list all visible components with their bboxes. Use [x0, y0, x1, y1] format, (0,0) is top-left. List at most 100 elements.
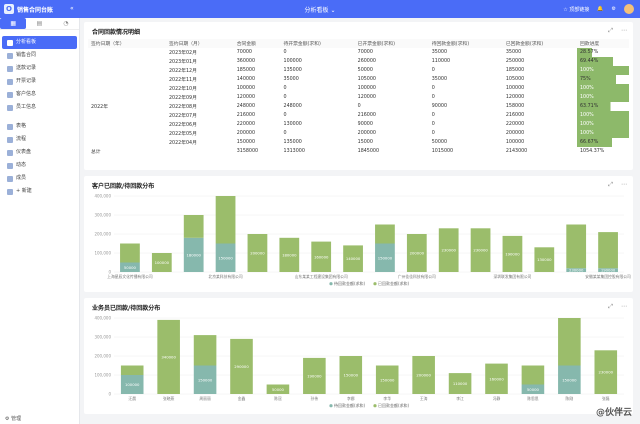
x-tick-label: 深圳联发集团有限公司 [493, 274, 531, 279]
more-icon[interactable]: ⋯ [621, 27, 627, 34]
year-cell [88, 48, 166, 57]
sidebar-item[interactable]: 成员 [2, 172, 77, 185]
x-tick-label: 陈冠 [274, 396, 282, 401]
bar-pending [183, 237, 204, 272]
table-header-cell[interactable]: 待开票金额(求和) [280, 39, 355, 48]
table-header-cell[interactable]: 待回款金额(求和) [428, 39, 503, 48]
table-header-cell[interactable]: 签约日期（年） [88, 39, 166, 48]
bar-data-label: 100000 [155, 260, 170, 265]
bar-received [502, 235, 523, 272]
expand-icon[interactable]: ⤢ [608, 303, 613, 310]
sidebar-manage[interactable]: ⚙ 管理 [5, 416, 22, 422]
more-icon[interactable]: ⋯ [621, 181, 627, 188]
month-cell: 2022年06月 [169, 123, 197, 128]
to-receive-cell: 0 [431, 86, 435, 91]
to-receive-cell: 0 [431, 68, 435, 73]
to-invoice-cell: 0 [283, 131, 287, 136]
legend-label-pending: 待回款金额(求和) [334, 280, 366, 286]
table-row: 2022年10月 100000 0 100000 0 100000 100% [88, 84, 629, 93]
contract-cell: 185000 [236, 68, 256, 73]
bar-received [438, 228, 459, 272]
to-receive-cell: 0 [431, 113, 435, 118]
contract-cell: 360000 [236, 59, 256, 64]
avatar[interactable] [624, 4, 634, 14]
y-tick-label: 300,000 [94, 335, 111, 340]
sidebar-item[interactable]: 开票记录 [2, 75, 77, 88]
x-tick-label: 广州佳佳科技有限公司 [398, 274, 436, 279]
table-row: 2023年01月 360000 100000 260000 110000 250000 69… [88, 57, 629, 66]
sidebar-item[interactable]: 分析看板 [2, 36, 77, 49]
sidebar-item[interactable]: 表格 [2, 120, 77, 133]
top-link-button[interactable]: ☆ 顶部链接 [563, 6, 590, 13]
sidebar-item[interactable]: + 新建 [2, 185, 77, 198]
sidebar-item[interactable]: 销售合同 [2, 49, 77, 62]
progress-cell: 100% [576, 129, 629, 138]
bar-data-label: 160000 [314, 254, 329, 259]
table-header-cell[interactable]: 已开票金额(求和) [354, 39, 429, 48]
settings-icon[interactable]: ⚙ [611, 6, 616, 12]
total-cell: 1054.37% [579, 149, 605, 154]
salesperson-chart: 0 100,000 200,000 300,000 400,000 100000 汪晨 340… [94, 316, 624, 408]
contract-cell: 70000 [236, 50, 252, 55]
sidebar-item-icon [7, 149, 13, 156]
month-cell: 2022年04月 [169, 141, 197, 146]
collapse-sidebar-icon[interactable]: « [70, 5, 74, 12]
table-card: 合同回款情况明细 ⤢ ⋯ 签约日期（年） 签约日期（月） 合同金额 待开票金额(求和) 已… [84, 22, 633, 170]
table-total-row: 总计 3158000 1313000 1845000 1015000 2143000 105… [88, 147, 629, 156]
app-title[interactable]: 销售合同台账 [17, 7, 54, 14]
sidebar-item-label: 流程 [16, 136, 27, 142]
bar-data-label: 340000 [161, 354, 176, 359]
bar-pending [375, 243, 395, 272]
bar-pending [558, 365, 581, 394]
x-tick-label: 孙伟 [311, 396, 319, 401]
contract-cell: 120000 [236, 95, 256, 100]
tab-history-icon[interactable]: ◔ [63, 20, 69, 27]
bar-received [470, 228, 491, 272]
legend-label-pending: 待回款金额(求和) [334, 402, 366, 408]
invoiced-cell: 15000 [357, 140, 373, 145]
tab-views-icon[interactable]: ▦ [0, 18, 27, 29]
bar-pending [120, 262, 140, 272]
x-tick-label: 陈思思 [527, 396, 539, 401]
to-invoice-cell: 0 [283, 50, 287, 55]
to-invoice-cell: 0 [283, 95, 287, 100]
bar-data-label: 190000 [505, 251, 520, 256]
to-receive-cell: 0 [431, 122, 435, 127]
table-row: 2022年05月 200000 0 200000 0 200000 100% [88, 129, 629, 138]
expand-icon[interactable]: ⤢ [608, 27, 613, 34]
bar-received [521, 365, 545, 385]
table-header-cell[interactable]: 已回款金额(求和) [502, 39, 577, 48]
sidebar-item[interactable]: 动态 [2, 159, 77, 172]
sidebar-item-icon [7, 175, 13, 182]
bar-data-label: 290000 [234, 364, 249, 369]
sidebar-item-label: 动态 [16, 162, 27, 168]
year-cell [88, 93, 166, 102]
bar-received [215, 196, 236, 244]
total-cell: 3158000 [236, 149, 259, 154]
table-header-cell[interactable]: 签约日期（月） [166, 39, 234, 48]
bar-pending [193, 365, 217, 394]
table-header-cell[interactable]: 合同金额 [233, 39, 281, 48]
y-tick-label: 0 [108, 392, 111, 397]
sidebar-item-label: 仪表盘 [16, 149, 32, 155]
sidebar-item[interactable]: 仪表盘 [2, 146, 77, 159]
tab-list-icon[interactable]: ▤ [36, 20, 43, 27]
y-tick-label: 400,000 [94, 316, 111, 321]
sidebar-item[interactable]: 客户信息 [2, 88, 77, 101]
month-cell: 2022年11月 [169, 78, 197, 83]
sidebar-item[interactable]: 流程 [2, 133, 77, 146]
progress-cell: 69.44% [576, 57, 629, 66]
page-title-dropdown-icon[interactable]: ⌄ [330, 7, 336, 14]
year-cell [88, 66, 166, 75]
bar-pending [215, 243, 236, 272]
to-receive-cell: 90000 [431, 104, 448, 109]
bell-icon[interactable]: 🔔 [597, 6, 604, 12]
table-header-cell[interactable]: 回款进度 [576, 39, 629, 48]
page-title[interactable]: 分析看板 ⌄ [304, 7, 336, 14]
total-month-cell [166, 147, 234, 156]
bar-received [303, 357, 326, 394]
expand-icon[interactable]: ⤢ [608, 181, 613, 188]
more-icon[interactable]: ⋯ [621, 303, 627, 310]
sidebar-item[interactable]: 送款记录 [2, 62, 77, 75]
sidebar-item[interactable]: 员工信息 [2, 101, 77, 114]
